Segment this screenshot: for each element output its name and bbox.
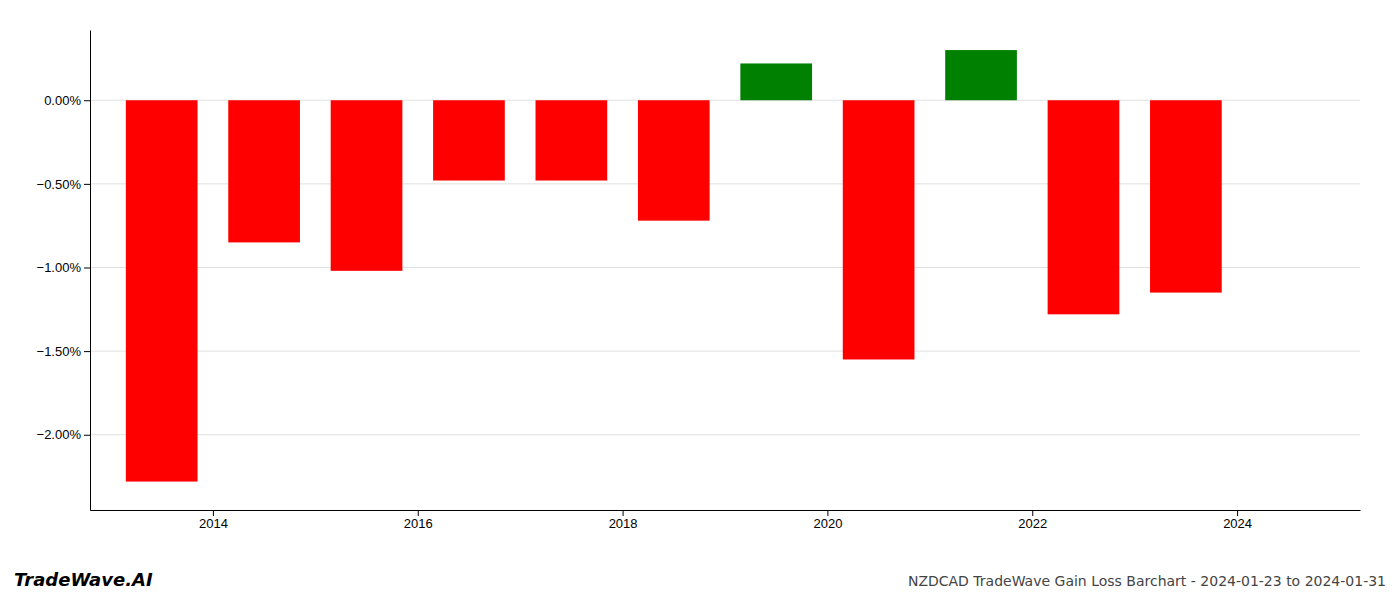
y-tick-label: 0.00%	[44, 93, 81, 108]
x-tick-mark	[827, 510, 828, 516]
y-tick: −0.50%	[37, 177, 90, 192]
x-tick: 2024	[1223, 510, 1252, 531]
watermark: TradeWave.AI	[14, 569, 153, 590]
y-tick-mark	[84, 435, 90, 436]
y-tick-mark	[84, 351, 90, 352]
bar	[433, 100, 505, 180]
x-tick-mark	[623, 510, 624, 516]
y-tick-label: −2.00%	[37, 427, 82, 442]
x-tick: 2022	[1018, 510, 1047, 531]
grid-line	[90, 434, 1360, 435]
bar	[126, 100, 198, 481]
x-axis: 2014 2016 2018 2020 2022 2024	[91, 510, 1361, 531]
bar	[843, 100, 915, 359]
x-axis-line	[91, 510, 1361, 511]
grid	[90, 100, 1360, 434]
y-axis: 0.00% −0.50% −1.00% −1.50% −2.00%	[37, 31, 91, 511]
x-tick: 2018	[609, 510, 638, 531]
y-tick-mark	[84, 184, 90, 185]
x-tick-mark	[418, 510, 419, 516]
x-tick: 2016	[404, 510, 433, 531]
x-tick: 2014	[199, 510, 228, 531]
bar	[1150, 100, 1222, 292]
bar	[536, 100, 608, 180]
x-tick-label: 2016	[404, 516, 433, 531]
x-tick-label: 2022	[1018, 516, 1047, 531]
bar	[331, 100, 403, 271]
x-tick-label: 2024	[1223, 516, 1252, 531]
x-tick-label: 2018	[609, 516, 638, 531]
x-tick: 2020	[813, 510, 842, 531]
plot: 0.00%−0.50%−1.00%−1.50%−2.00%20142016201…	[37, 31, 1361, 532]
x-tick-label: 2014	[199, 516, 228, 531]
y-tick-label: −1.00%	[37, 260, 82, 275]
x-tick-mark	[1032, 510, 1033, 516]
y-tick-label: −0.50%	[37, 177, 82, 192]
y-tick: −2.00%	[37, 427, 90, 442]
bar	[945, 50, 1017, 100]
bar	[638, 100, 710, 220]
bar	[1048, 100, 1120, 314]
y-tick: −1.00%	[37, 260, 90, 275]
title: NZDCAD TradeWave Gain Loss Barchart - 20…	[908, 573, 1386, 589]
bar	[228, 100, 300, 242]
x-tick-mark	[1237, 510, 1238, 516]
x-tick-label: 2020	[813, 516, 842, 531]
chart: 0.00%−0.50%−1.00%−1.50%−2.00%20142016201…	[0, 0, 1400, 600]
y-tick-mark	[84, 100, 90, 101]
y-tick: 0.00%	[44, 93, 90, 108]
y-axis-line	[90, 31, 91, 511]
x-tick-mark	[213, 510, 214, 516]
bar	[740, 63, 812, 100]
bars	[126, 50, 1222, 481]
y-tick-mark	[84, 267, 90, 268]
grid-line	[90, 351, 1360, 352]
y-tick-label: −1.50%	[37, 344, 82, 359]
y-tick: −1.50%	[37, 344, 90, 359]
